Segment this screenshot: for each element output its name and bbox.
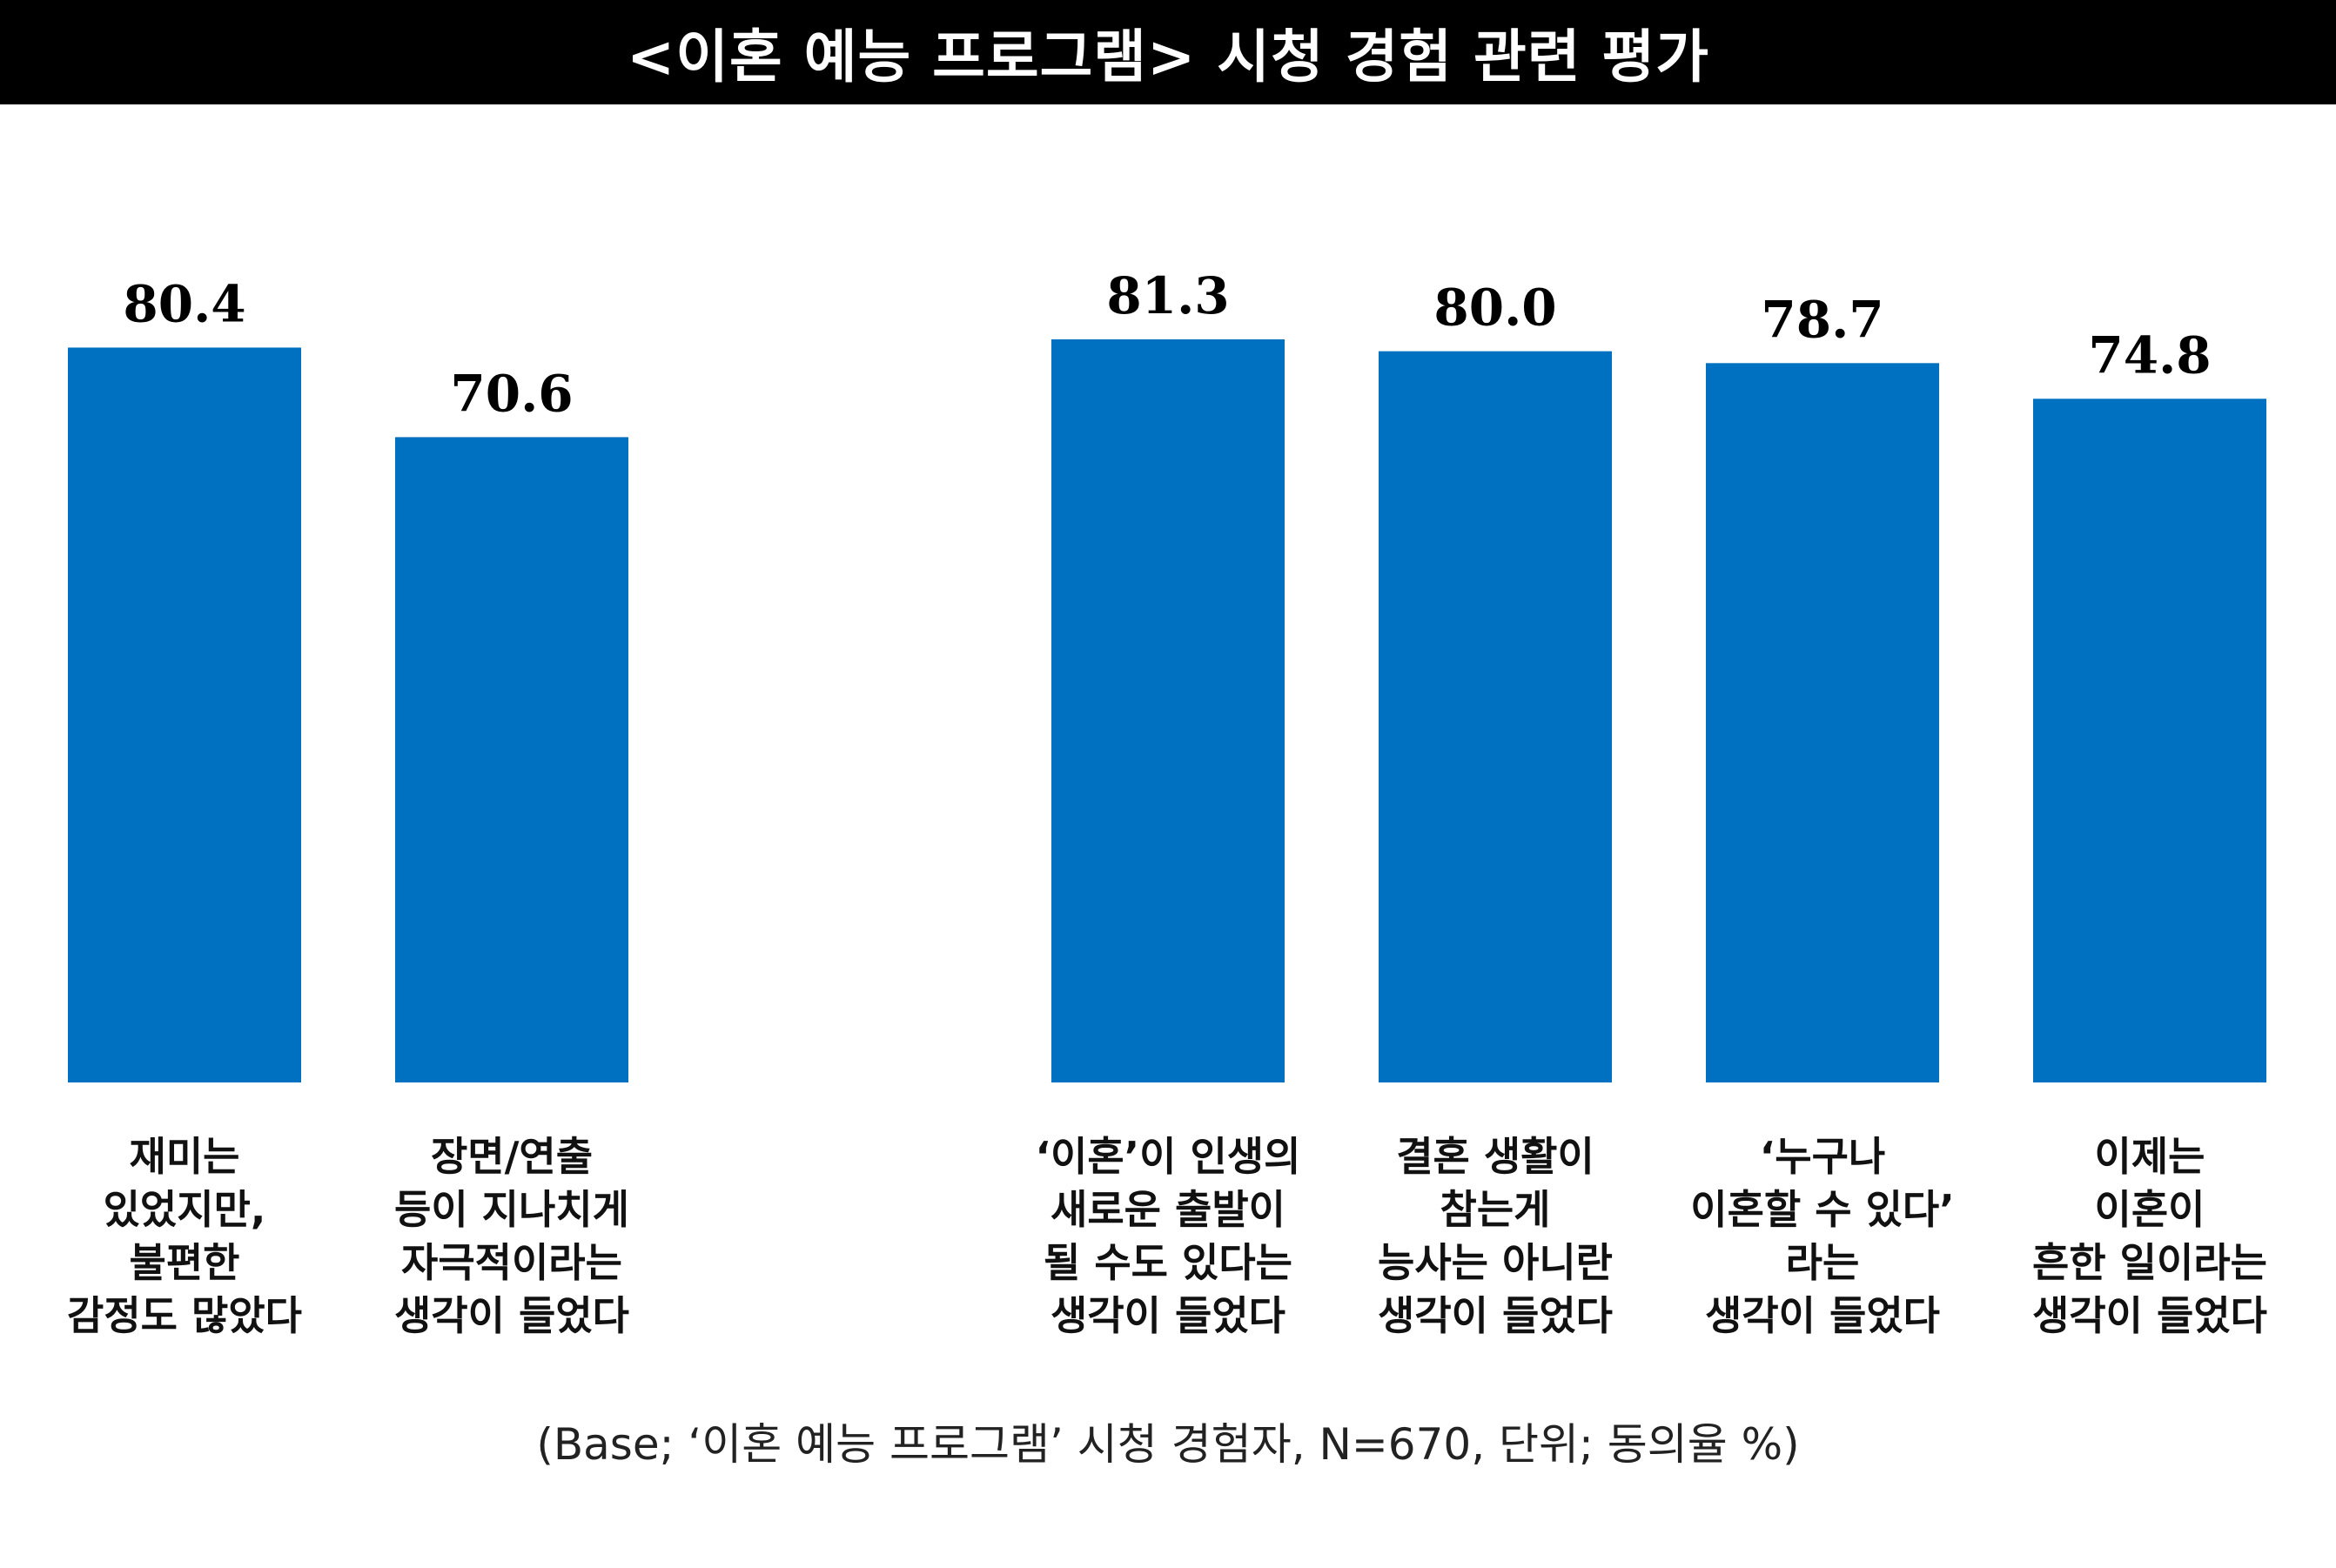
value-label-3: 81.3 xyxy=(1106,266,1229,325)
category-label-line: 생각이 들었다 xyxy=(2032,1292,2267,1339)
category-label-line: 이혼할 수 있다’ xyxy=(1690,1186,1954,1233)
category-label-line: 장면/연출 xyxy=(431,1133,593,1180)
value-label-2: 70.6 xyxy=(450,364,573,423)
category-label-line: 생각이 들었다 xyxy=(1378,1292,1613,1339)
chart-footnote: (Base; ‘이혼 예능 프로그램’ 시청 경험자, N=670, 단위; 동… xyxy=(536,1419,1800,1470)
category-label-line: 감정도 많았다 xyxy=(67,1292,302,1339)
category-label-line: 생각이 들었다 xyxy=(1705,1292,1940,1339)
value-label-4: 80.0 xyxy=(1433,278,1556,338)
category-label-line: 생각이 들었다 xyxy=(394,1292,629,1339)
category-label-line: 불편한 xyxy=(130,1239,240,1286)
category-label-line: 결혼 생활이 xyxy=(1396,1133,1594,1180)
category-label-line: 자극적이라는 xyxy=(401,1239,622,1286)
value-label-1: 80.4 xyxy=(123,274,245,333)
bar-2 xyxy=(395,437,628,1082)
bar-1 xyxy=(68,347,301,1083)
category-label-line: 이혼이 xyxy=(2095,1186,2205,1233)
category-label-line: 생각이 들었다 xyxy=(1051,1292,1285,1339)
category-label-line: 등이 지나치게 xyxy=(394,1186,629,1233)
category-label-line: 있었지만, xyxy=(104,1186,266,1233)
category-label-line: 흔한 일이라는 xyxy=(2032,1239,2267,1286)
category-label-line: 라는 xyxy=(1786,1239,1860,1286)
category-label-line: 재미는 xyxy=(130,1133,240,1180)
category-label-line: 능사는 아니란 xyxy=(1378,1239,1613,1286)
category-label-line: ‘누구나 xyxy=(1760,1133,1885,1180)
category-label-line: ‘이혼’이 인생의 xyxy=(1036,1133,1301,1180)
category-label-line: 될 수도 있다는 xyxy=(1044,1239,1292,1286)
value-label-6: 74.8 xyxy=(2088,325,2211,385)
chart-title-bar: <이혼 예능 프로그램> 시청 경험 관련 평가 xyxy=(0,0,2336,104)
chart-title: <이혼 예능 프로그램> 시청 경험 관련 평가 xyxy=(627,23,1709,90)
bar-3 xyxy=(1051,339,1285,1082)
bar-5 xyxy=(1706,363,1939,1083)
category-label-line: 이제는 xyxy=(2095,1133,2205,1180)
bar-4 xyxy=(1379,351,1612,1082)
category-label-line: 참는게 xyxy=(1440,1186,1551,1233)
category-label-line: 새로운 출발이 xyxy=(1051,1186,1285,1233)
bar-6 xyxy=(2033,399,2266,1083)
value-label-5: 78.7 xyxy=(1761,290,1883,349)
